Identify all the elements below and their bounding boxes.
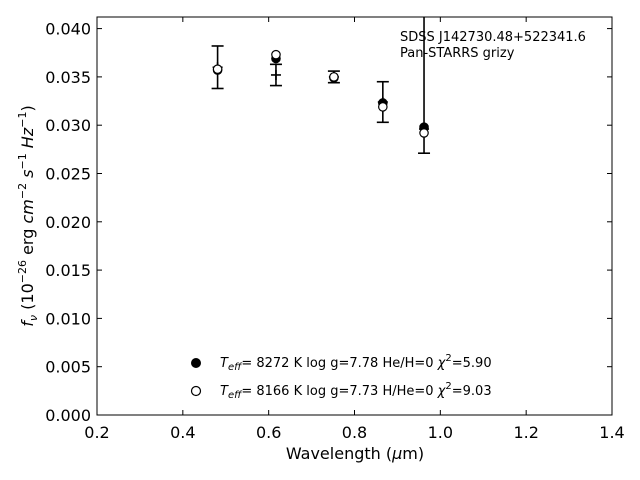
y-tick-label: 0.035 xyxy=(45,68,91,87)
model-open-circle-point xyxy=(212,64,223,74)
model-open-circle-point xyxy=(378,102,388,112)
y-tick-label: 0.020 xyxy=(45,213,91,232)
legend-entry-2: Teff= 8166 K log g=7.73 H/He=0 χ2=9.03 xyxy=(220,381,492,401)
y-tick-label: 0.040 xyxy=(45,20,91,39)
y-axis-label: fν (10−26 erg cm−2 s−1 Hz−1) xyxy=(16,105,40,326)
model-open-circle-point xyxy=(419,128,429,138)
y-tick-label: 0.010 xyxy=(45,309,91,328)
y-tick-label: 0.005 xyxy=(45,358,91,377)
legend: Teff= 8272 K log g=7.78 He/H=0 χ2=5.90 T… xyxy=(190,353,492,401)
legend-filled-circle-marker xyxy=(191,358,201,368)
legend-1-teff: 8272 K xyxy=(256,356,302,371)
legend-2-logg: log g=7.73 xyxy=(306,384,378,399)
legend-1-logg: log g=7.78 xyxy=(306,356,378,371)
y-tick-label: 0.015 xyxy=(45,261,91,280)
legend-2-chi: =9.03 xyxy=(452,384,492,399)
model-open-circle-point xyxy=(329,72,339,82)
x-tick-label: 1.2 xyxy=(513,423,538,442)
survey-annotation: Pan-STARRS grizy xyxy=(400,46,515,61)
x-tick-label: 0.8 xyxy=(342,423,367,442)
x-tick-label: 1.0 xyxy=(428,423,453,442)
x-axis-label: Wavelength (μm) xyxy=(286,444,424,463)
x-tick-label: 0.6 xyxy=(256,423,281,442)
legend-1-comp: He/H=0 xyxy=(382,356,433,371)
model-open-circle-point xyxy=(271,49,281,60)
x-tick-label: 1.4 xyxy=(599,423,624,442)
legend-entry-1: Teff= 8272 K log g=7.78 He/H=0 χ2=5.90 xyxy=(220,353,492,373)
object-name-annotation: SDSS J142730.48+522341.6 xyxy=(400,30,586,45)
x-tick-label: 0.4 xyxy=(170,423,195,442)
y-tick-label: 0.030 xyxy=(45,116,91,135)
data-marks xyxy=(212,49,429,138)
plot-frame xyxy=(96,16,613,416)
x-tick-label: 0.2 xyxy=(84,423,109,442)
y-tick-label: 0.000 xyxy=(45,406,91,425)
legend-open-circle-marker xyxy=(190,385,202,397)
legend-2-teff: 8166 K xyxy=(256,384,302,399)
legend-1-chi: =5.90 xyxy=(452,356,492,371)
y-tick-label: 0.025 xyxy=(45,164,91,183)
axis-ticks: 0.2 0.4 0.6 0.8 1.0 1.2 1.4 0.000 0.005 0.010 0.01… xyxy=(45,17,625,442)
legend-2-comp: H/He=0 xyxy=(382,384,433,399)
